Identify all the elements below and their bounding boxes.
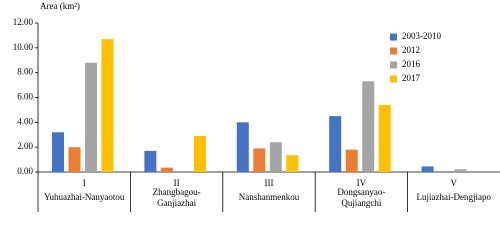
legend-label: 2016 [402, 59, 421, 69]
bar [454, 169, 467, 172]
x-tick-label: Nanshanmenkou [239, 192, 300, 202]
bar [378, 104, 391, 172]
category-numeral: III [265, 178, 274, 188]
bar [345, 149, 358, 172]
y-tick-label: 4.00 [17, 116, 33, 126]
category-numeral: V [451, 178, 458, 188]
legend-label: 2012 [402, 45, 420, 55]
bar [253, 148, 266, 172]
category-numeral: IV [357, 178, 367, 188]
bar [193, 135, 206, 172]
y-tick-label: 0.00 [17, 166, 33, 176]
y-tick-label: 2.00 [17, 141, 33, 151]
bar [362, 81, 375, 172]
bar [421, 166, 434, 172]
legend-swatch [390, 47, 397, 55]
legend-swatch [390, 75, 397, 83]
bar [68, 147, 81, 172]
y-tick-label: 12.00 [13, 17, 34, 27]
y-tick-label: 8.00 [17, 67, 33, 77]
bar [52, 132, 64, 172]
bar [101, 39, 114, 173]
x-tick-label: Lujiazhai-Dengjiapo [417, 192, 492, 202]
category-numeral: II [174, 178, 180, 188]
y-axis-label: Area (km²) [40, 1, 80, 11]
bar [160, 167, 173, 172]
bar [236, 122, 249, 172]
category-numeral: I [83, 178, 86, 188]
bar [329, 116, 342, 172]
bar [144, 150, 157, 172]
x-tick-label: Zhangbagou-Ganjiazhai [153, 187, 201, 208]
y-tick-label: 6.00 [17, 92, 33, 102]
legend-label: 2017 [402, 73, 421, 83]
chart: Area (km²) 0.00 2.00 4.00 6.00 8.00 10.00 12.0… [13, 1, 500, 212]
bar [286, 155, 299, 172]
x-tick-label: Dongsanyao-Qujiangchi [337, 187, 385, 208]
bar [85, 62, 97, 172]
bar [269, 142, 282, 172]
legend-swatch [390, 33, 397, 41]
x-tick-label: Yuhuazhai-Nanyaotou [44, 192, 125, 202]
legend-label: 2003-2010 [402, 31, 441, 41]
y-tick-label: 10.00 [13, 42, 34, 52]
legend-swatch [390, 61, 397, 69]
